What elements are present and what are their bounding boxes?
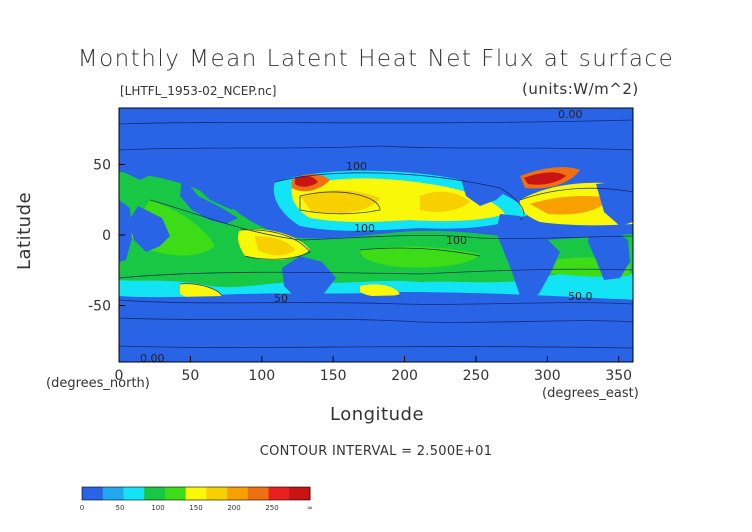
colorbar-swatch — [289, 487, 311, 500]
colorbar-swatch — [247, 487, 270, 500]
contour-label: 100 — [354, 222, 375, 235]
colorbar-tick-label: ∞ — [307, 504, 313, 512]
colorbar-swatch — [185, 487, 207, 500]
x-tick-label: 350 — [605, 368, 632, 384]
colorbar-tick-label: 100 — [151, 504, 164, 512]
contour-label: 0.00 — [558, 108, 583, 121]
colorbar-swatch — [164, 487, 187, 500]
y-axis-unit: (degrees_north) — [46, 376, 150, 391]
chart-title: Monthly Mean Latent Heat Net Flux at sur… — [77, 46, 675, 72]
colorbar-swatch — [206, 487, 228, 500]
contour-label: 0.00 — [140, 352, 165, 365]
contour-label: 100 — [346, 160, 367, 173]
colorbar-frame — [81, 486, 311, 501]
colorbar-swatch — [123, 487, 145, 500]
colorbar-tick-label: 250 — [265, 504, 278, 512]
contour-label: 50.0 — [568, 290, 593, 303]
units-label: (units:W/m^2) — [522, 80, 639, 98]
contour-label: 50 — [274, 292, 288, 305]
colorbar-tick-label: 200 — [227, 504, 240, 512]
contour-label: 100 — [446, 234, 467, 247]
x-tick-label: 200 — [391, 368, 418, 384]
x-tick-label: 300 — [534, 368, 561, 384]
axes: 0 50 100 150 200 250 300 350 50 0 -50 — [88, 157, 632, 384]
x-axis-unit: (degrees_east) — [542, 386, 639, 401]
colorbar-swatch — [82, 487, 104, 500]
x-tick-label: 50 — [181, 368, 199, 384]
colorbar: 0 50 100 150 200 250 ∞ — [80, 486, 313, 512]
x-axis-label: Longitude — [330, 404, 425, 425]
colorbar-swatch — [144, 487, 166, 500]
file-label: [LHTFL_1953-02_NCEP.nc] — [120, 84, 277, 98]
colorbar-tick-label: 150 — [189, 504, 202, 512]
colorbar-tick-label: 0 — [80, 504, 84, 512]
colorbar-tick-label: 50 — [116, 504, 125, 512]
x-tick-label: 150 — [320, 368, 347, 384]
colorbar-swatch — [268, 487, 290, 500]
x-tick-label: 100 — [248, 368, 275, 384]
y-tick-label: -50 — [88, 299, 111, 315]
x-tick-label: 250 — [463, 368, 490, 384]
heatmap-field: 0.00 100 100 100 50 50.0 0.00 — [119, 108, 633, 365]
colorbar-swatch — [227, 487, 249, 500]
x-tick-label: 0 — [115, 368, 124, 384]
contour-interval-label: CONTOUR INTERVAL = 2.500E+01 — [259, 444, 493, 459]
y-tick-label: 50 — [93, 157, 111, 173]
colorbar-swatch — [102, 487, 124, 500]
y-tick-label: 0 — [102, 228, 111, 244]
